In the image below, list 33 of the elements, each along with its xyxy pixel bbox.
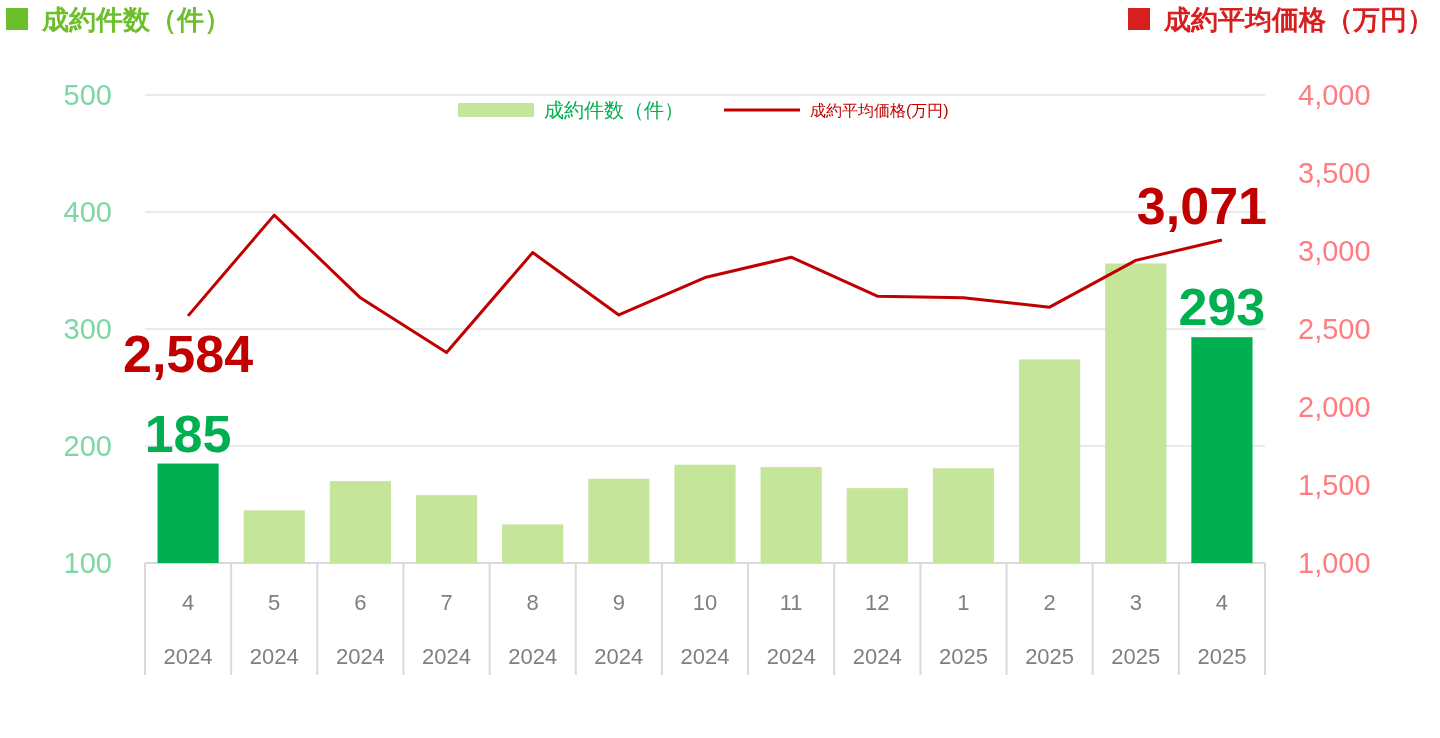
y-tick-label: 300 <box>63 313 112 345</box>
category-label: 8 2024 <box>508 589 558 669</box>
y2-tick-label: 3,500 <box>1298 157 1371 189</box>
legend-label: 成約件数（件） <box>544 99 684 121</box>
category-label: 11 2024 <box>766 589 816 669</box>
y2-tick-label: 4,000 <box>1298 79 1371 111</box>
data-label: 185 <box>144 404 232 463</box>
category-label: 12 2024 <box>852 589 902 669</box>
y-tick-label: 400 <box>63 196 112 228</box>
category-label: 2 2025 <box>1025 589 1075 669</box>
y2-tick-label: 2,000 <box>1298 391 1371 423</box>
y2-tick-label: 1,000 <box>1298 547 1371 579</box>
y-axis-title: 成約件数（件） <box>41 5 231 35</box>
y-tick-label: 500 <box>63 79 112 111</box>
category-label: 5 2024 <box>249 589 299 669</box>
y2-tick-label: 1,500 <box>1298 469 1371 501</box>
category-label: 4 2025 <box>1197 589 1247 669</box>
data-label: 3,071 <box>1136 176 1267 235</box>
data-label: 293 <box>1178 278 1266 337</box>
category-label: 4 2024 <box>163 589 213 669</box>
category-label: 10 2024 <box>680 589 730 669</box>
category-label: 9 2024 <box>594 589 644 669</box>
category-label: 7 2024 <box>422 589 472 669</box>
legend-label: 成約平均価格(万円) <box>810 101 949 119</box>
category-label: 1 2025 <box>938 589 988 669</box>
y-tick-label: 100 <box>63 547 112 579</box>
y-tick-label: 200 <box>63 430 112 462</box>
y2-axis-title: 成約平均価格（万円） <box>1163 5 1434 35</box>
category-label: 3 2025 <box>1111 589 1161 669</box>
category-label: 6 2024 <box>335 589 385 669</box>
data-label: 2,584 <box>123 324 254 383</box>
y2-tick-label: 3,000 <box>1298 235 1371 267</box>
y2-tick-label: 2,500 <box>1298 313 1371 345</box>
